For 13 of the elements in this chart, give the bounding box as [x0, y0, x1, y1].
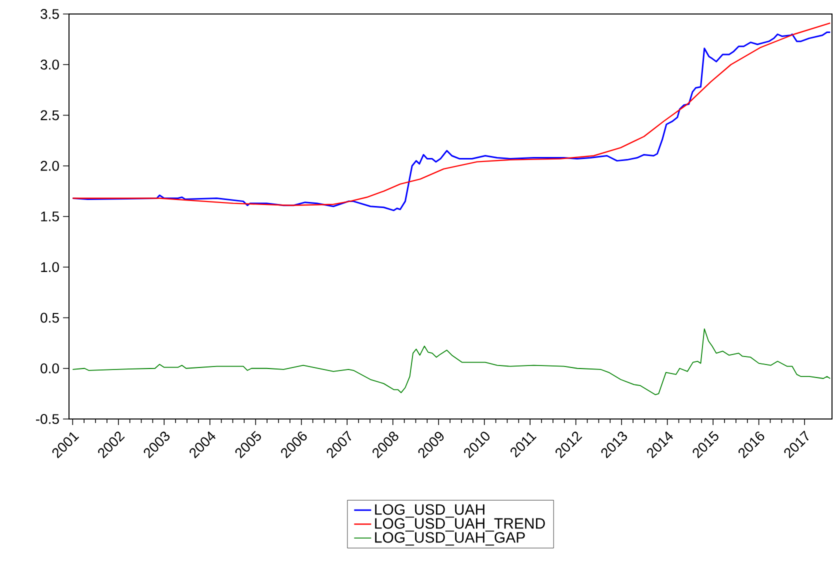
y-tick-label: 1.0	[41, 262, 59, 272]
y-tick-label: -0.5	[36, 414, 59, 424]
y-tick-label: 3.0	[40, 60, 59, 70]
y-tick-label: 0.5	[40, 312, 59, 323]
y-tick-label: 2.0	[40, 160, 59, 171]
y-tick-label: 3.5	[40, 9, 59, 19]
y-tick-label: 0.0	[40, 363, 59, 374]
legend-label: LOG_USD_UAH_GAP	[375, 532, 525, 546]
line-series	[72, 328, 831, 396]
y-tick-label: 2.5	[40, 110, 59, 120]
legend-label: LOG_USD_UAH_TREND	[375, 518, 545, 532]
legend-label: LOG_USD_UAH	[375, 504, 484, 518]
y-tick-label: 1.5	[41, 212, 59, 222]
